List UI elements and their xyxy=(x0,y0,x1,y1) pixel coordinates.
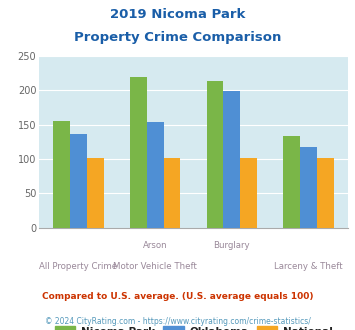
Bar xyxy=(317,158,334,228)
Bar xyxy=(300,147,317,228)
Text: Compared to U.S. average. (U.S. average equals 100): Compared to U.S. average. (U.S. average … xyxy=(42,292,313,301)
Bar xyxy=(207,81,223,228)
Bar xyxy=(283,136,300,228)
Bar xyxy=(53,121,70,228)
Text: Burglary: Burglary xyxy=(213,242,250,250)
Text: © 2024 CityRating.com - https://www.cityrating.com/crime-statistics/: © 2024 CityRating.com - https://www.city… xyxy=(45,317,310,326)
Text: 2019 Nicoma Park: 2019 Nicoma Park xyxy=(110,8,245,21)
Bar xyxy=(87,158,104,228)
Bar xyxy=(70,134,87,228)
Bar xyxy=(240,158,257,228)
Bar xyxy=(223,91,240,228)
Text: Larceny & Theft: Larceny & Theft xyxy=(274,262,343,271)
Text: Property Crime Comparison: Property Crime Comparison xyxy=(74,31,281,44)
Bar xyxy=(147,122,164,228)
Legend: Nicoma Park, Oklahoma, National: Nicoma Park, Oklahoma, National xyxy=(50,322,337,330)
Bar xyxy=(130,77,147,228)
Text: All Property Crime: All Property Crime xyxy=(39,262,118,271)
Text: Arson: Arson xyxy=(143,242,168,250)
Text: Motor Vehicle Theft: Motor Vehicle Theft xyxy=(113,262,197,271)
Bar xyxy=(164,158,180,228)
